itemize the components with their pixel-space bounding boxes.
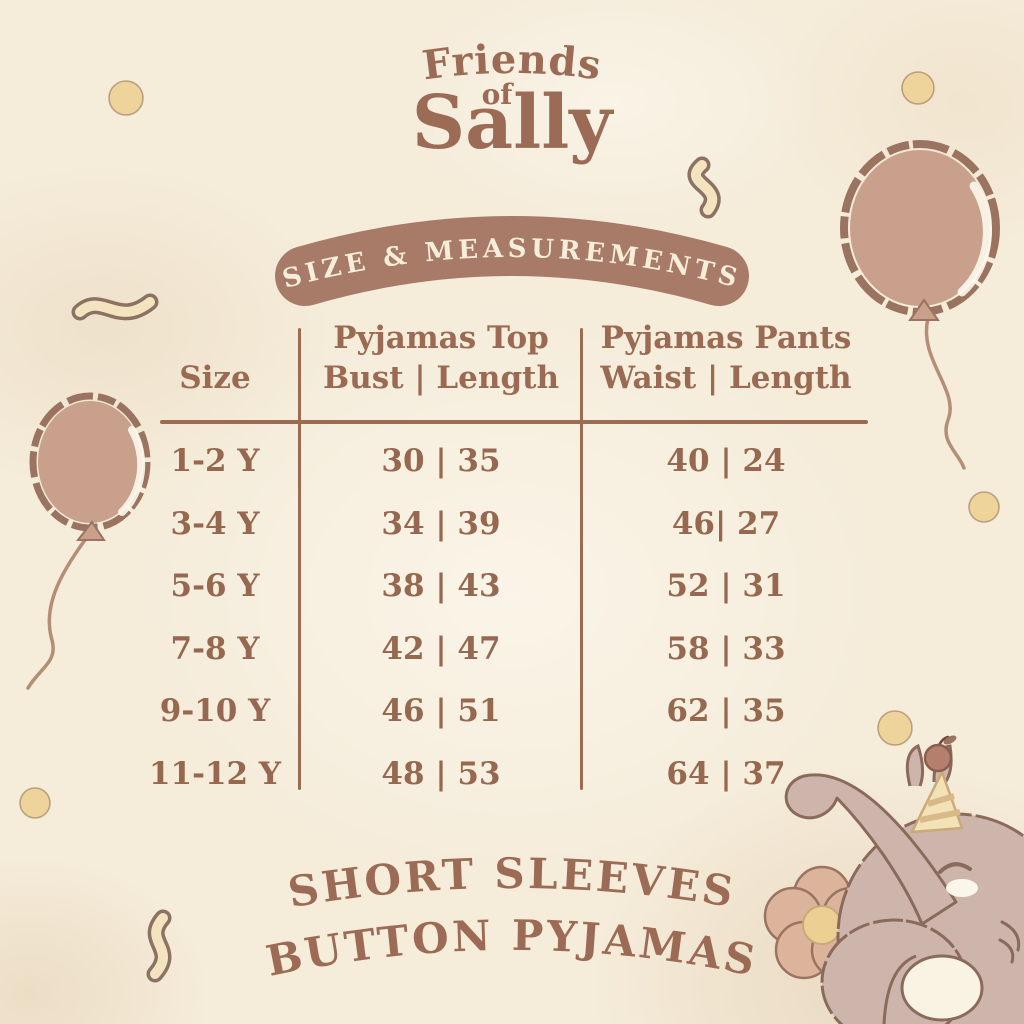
confetti-dot-icon bbox=[108, 80, 144, 116]
top-cell: 38 | 43 bbox=[381, 568, 501, 604]
size-table-header: Size Pyjamas Top Bust | Length Pyjamas P… bbox=[130, 318, 870, 398]
confetti-dot-icon bbox=[968, 491, 1000, 523]
product-title-line1: SHORT SLEEVES bbox=[285, 849, 737, 917]
column-header-size: Size bbox=[130, 318, 300, 398]
product-title: SHORT SLEEVES BUTTON PYJAMAS bbox=[262, 849, 762, 986]
size-cell: 9-10 Y bbox=[159, 693, 271, 729]
ribbon-confetti-icon bbox=[146, 909, 172, 983]
column-sublabel: Waist | Length bbox=[600, 360, 852, 396]
size-cell: 5-6 Y bbox=[170, 568, 260, 604]
top-cell: 46 | 51 bbox=[381, 693, 501, 729]
pants-cell: 58 | 33 bbox=[666, 630, 786, 667]
top-cell: 34 | 39 bbox=[381, 505, 501, 542]
confetti-dot-icon bbox=[901, 71, 935, 105]
flower-icon bbox=[763, 865, 881, 980]
section-banner: SIZE & MEASUREMENTS bbox=[275, 216, 749, 306]
logo-word-sally: Sally bbox=[412, 80, 615, 166]
pants-cell: 40 | 24 bbox=[666, 443, 786, 479]
brand-logo: Friends of Sally bbox=[412, 36, 615, 166]
logo-word-friends: Friends bbox=[420, 36, 604, 90]
column-header-pyjamas-pants: Pyjamas Pants Waist | Length bbox=[582, 318, 870, 398]
pants-cell: 46| 27 bbox=[671, 505, 781, 542]
column-sublabel: Bust | Length bbox=[323, 360, 559, 396]
party-hat-icon bbox=[909, 735, 964, 834]
banner-capsule bbox=[275, 216, 749, 306]
ribbon-confetti-icon bbox=[71, 293, 159, 321]
pants-cell: 62 | 35 bbox=[666, 693, 786, 729]
svg-text:BUTTON PYJAMAS: BUTTON PYJAMAS bbox=[262, 911, 762, 986]
svg-text:SHORT SLEEVES: SHORT SLEEVES bbox=[285, 849, 740, 917]
header-underline bbox=[160, 420, 868, 424]
size-cell: 3-4 Y bbox=[170, 505, 260, 542]
pants-cell: 52 | 31 bbox=[666, 568, 786, 604]
top-cell: 42 | 47 bbox=[381, 630, 501, 667]
size-cell: 11-12 Y bbox=[148, 755, 282, 792]
size-cell: 7-8 Y bbox=[170, 630, 260, 667]
apple-icon bbox=[923, 743, 953, 773]
column-header-pyjamas-top: Pyjamas Top Bust | Length bbox=[300, 318, 582, 398]
column-divider bbox=[298, 328, 301, 790]
column-label: Pyjamas Top bbox=[333, 320, 549, 356]
column-divider bbox=[580, 328, 583, 790]
svg-text:Friends: Friends bbox=[420, 36, 605, 90]
size-cell: 1-2 Y bbox=[170, 443, 260, 479]
top-cell: 30 | 35 bbox=[381, 443, 501, 479]
column-label: Pyjamas Pants bbox=[600, 320, 852, 356]
column-label: Size bbox=[179, 360, 251, 396]
pants-cell: 64 | 37 bbox=[666, 755, 786, 792]
size-table-body: 1-2 Y 30 | 35 40 | 24 3-4 Y 34 | 39 46| … bbox=[130, 430, 870, 805]
confetti-dot-icon bbox=[19, 787, 51, 819]
top-cell: 48 | 53 bbox=[381, 755, 501, 792]
confetti-dot-icon bbox=[877, 710, 913, 746]
logo-word-of: of bbox=[482, 78, 515, 111]
product-title-line2: BUTTON PYJAMAS bbox=[262, 911, 759, 986]
ribbon-confetti-icon bbox=[687, 156, 721, 219]
